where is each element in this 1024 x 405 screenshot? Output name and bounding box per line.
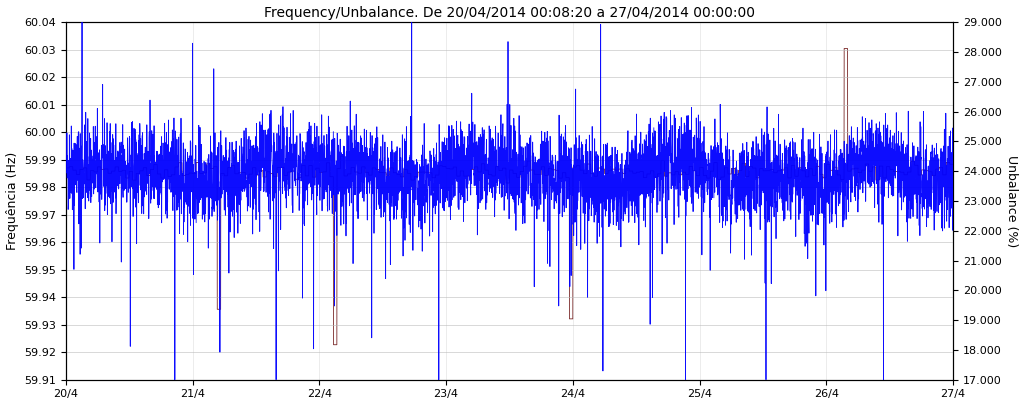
Title: Frequency/Unbalance. De 20/04/2014 00:08:20 a 27/04/2014 00:00:00: Frequency/Unbalance. De 20/04/2014 00:08… xyxy=(264,6,755,19)
Y-axis label: Frequência (Hz): Frequência (Hz) xyxy=(5,152,18,250)
Y-axis label: Unbalance (%): Unbalance (%) xyxy=(1006,155,1019,247)
